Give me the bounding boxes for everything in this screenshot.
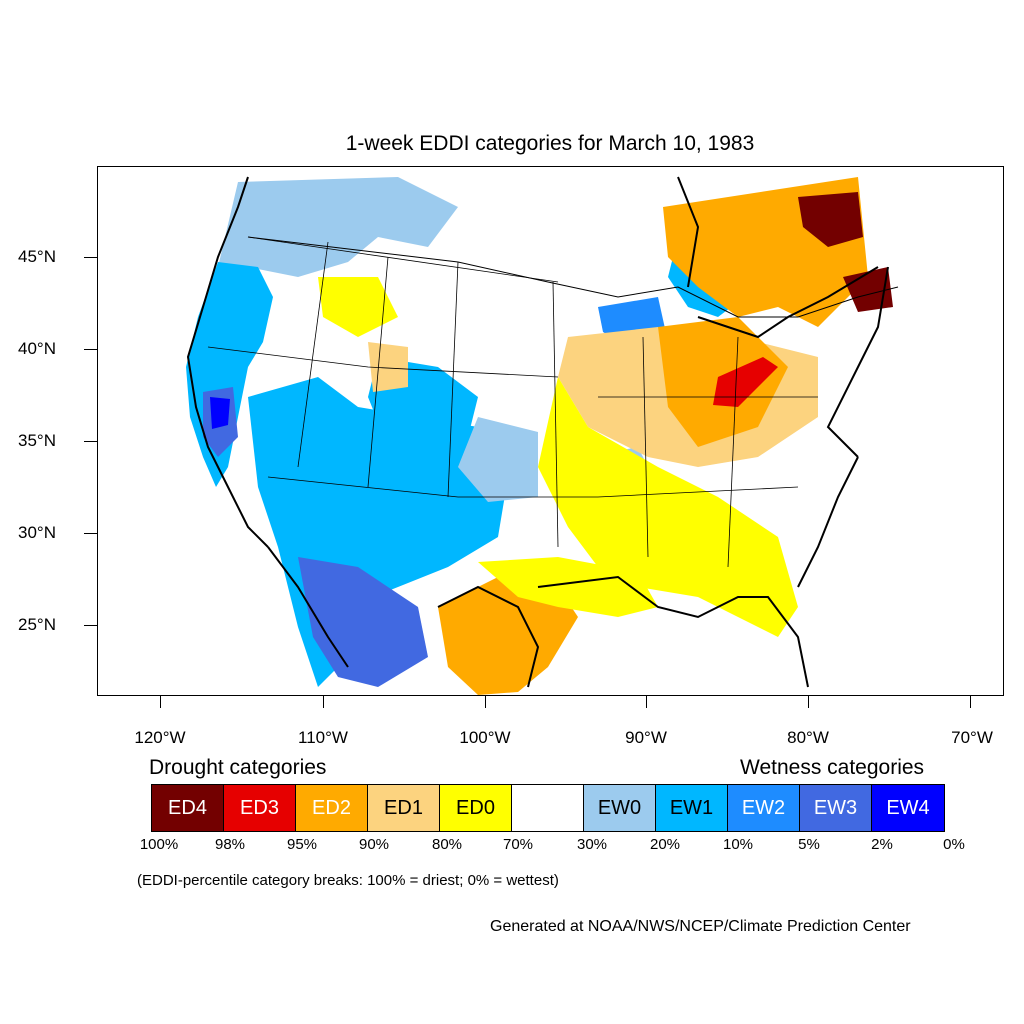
lon-tick [160,696,161,708]
lat-label-45: 45°N [18,247,56,266]
dry-region-gulf-ed0 [478,557,658,617]
category-colorbar: ED4 ED3 ED2 ED1 ED0 EW0 EW1 EW2 EW3 EW4 [151,784,945,832]
lat-label-40: 40°N [18,339,56,358]
lon-tick [646,696,647,708]
lon-label-120: 120°W [134,728,186,747]
legend-swatch-ed4: ED4 [152,785,224,831]
percentile-label: 98% [214,836,246,853]
percentile-label: 95% [286,836,318,853]
percentile-label: 70% [502,836,534,853]
state-boundaries [207,236,818,568]
lat-tick [84,625,97,626]
wet-region-ca-ew4 [210,397,230,429]
lon-label-100: 100°W [459,728,511,747]
map-panel [97,166,1004,696]
wet-region-pacific-nw [198,177,458,367]
wetness-heading: Wetness categories [740,756,925,779]
dry-region-montana-ed0 [318,277,398,337]
lat-label-30: 30°N [18,523,56,542]
percentile-label: 2% [871,836,893,853]
lon-tick [970,696,971,708]
dry-region-lake-erie-ed3 [713,357,778,407]
legend-swatch-normal [512,785,584,831]
lon-tick [485,696,486,708]
legend-swatch-ew1: EW1 [656,785,728,831]
percentile-label: 10% [722,836,754,853]
percentile-label: 100% [139,836,179,853]
map-title: 1-week EDDI categories for March 10, 198… [345,132,755,155]
legend-swatch-ew3: EW3 [800,785,872,831]
lon-label-90: 90°W [625,728,667,747]
lon-label-70: 70°W [951,728,993,747]
lon-tick [323,696,324,708]
lon-tick [808,696,809,708]
legend-swatch-ew0: EW0 [584,785,656,831]
eddi-map [186,176,899,695]
us-canada-border [247,236,899,318]
wet-region-plains [458,417,538,502]
lat-tick [84,257,97,258]
dry-region-quebec-ed4 [798,192,863,247]
percentile-label: 30% [576,836,608,853]
percentile-label: 20% [649,836,681,853]
dry-region-new-england-ed4 [843,267,893,312]
legend-swatch-ew4: EW4 [872,785,944,831]
percentile-label: 80% [431,836,463,853]
dry-region-southeast-ed0 [538,377,798,637]
percentile-note: (EDDI-percentile category breaks: 100% =… [137,872,559,889]
lat-label-25: 25°N [18,615,56,634]
lat-tick [84,533,97,534]
credit-text: Generated at NOAA/NWS/NCEP/Climate Predi… [490,918,911,935]
percentile-label: 5% [798,836,820,853]
dry-region-colorado-ed1 [368,342,408,392]
percentile-label: 90% [358,836,390,853]
wet-region-mexico-ew3 [298,557,428,687]
legend-swatch-ed1: ED1 [368,785,440,831]
legend-swatch-ew2: EW2 [728,785,800,831]
legend-swatch-ed2: ED2 [296,785,368,831]
drought-heading: Drought categories [149,756,327,779]
coastline [186,176,889,688]
dry-region-texas-ed2 [438,577,578,695]
lat-label-35: 35°N [18,431,56,450]
legend-swatch-ed3: ED3 [224,785,296,831]
lat-tick [84,441,97,442]
percentile-label: 0% [943,836,965,853]
lat-tick [84,349,97,350]
lon-label-110: 110°W [298,728,348,747]
lon-label-80: 80°W [787,728,829,747]
legend-swatch-ed0: ED0 [440,785,512,831]
